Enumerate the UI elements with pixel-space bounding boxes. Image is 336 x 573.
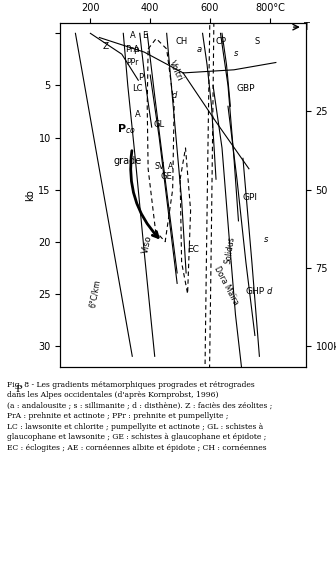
Text: GL: GL <box>153 120 164 129</box>
Text: GPI: GPI <box>243 193 258 202</box>
Text: GE: GE <box>161 172 172 181</box>
Text: 6°C/km: 6°C/km <box>88 279 102 309</box>
Text: LC: LC <box>132 84 143 93</box>
Text: EC: EC <box>187 245 199 254</box>
Text: P$_{co}$: P$_{co}$ <box>117 122 136 136</box>
Text: SV: SV <box>155 162 165 171</box>
Text: E: E <box>142 30 147 40</box>
Text: PrA: PrA <box>125 45 139 54</box>
Text: Z: Z <box>102 42 109 51</box>
Text: GHP: GHP <box>245 287 264 296</box>
Text: T: T <box>303 22 309 32</box>
Text: GBP: GBP <box>236 84 255 93</box>
Text: d: d <box>171 91 176 100</box>
Text: Dora Maïra: Dora Maïra <box>212 265 240 306</box>
Text: s: s <box>234 49 238 58</box>
Text: P: P <box>138 73 143 82</box>
Text: grade: grade <box>114 155 142 166</box>
Text: S: S <box>255 37 260 46</box>
Text: CH: CH <box>176 37 188 46</box>
Y-axis label: kb: kb <box>26 189 36 201</box>
Text: Voltri: Voltri <box>167 58 184 82</box>
Text: Fig. 8 - Les gradients métamorphiques progrades et rétrogrades
dans les Alpes oc: Fig. 8 - Les gradients métamorphiques pr… <box>7 381 272 452</box>
Text: Solidus: Solidus <box>224 236 237 265</box>
Text: A: A <box>168 162 173 171</box>
Text: A: A <box>135 109 140 119</box>
Text: s: s <box>264 235 268 244</box>
Text: P: P <box>15 385 22 394</box>
Text: CP: CP <box>215 37 226 46</box>
Text: a: a <box>197 45 202 54</box>
Text: A: A <box>130 30 136 40</box>
Text: d: d <box>267 287 272 296</box>
Text: P: P <box>133 47 138 56</box>
Text: Viso: Viso <box>141 234 153 254</box>
Text: PPr: PPr <box>126 58 139 66</box>
